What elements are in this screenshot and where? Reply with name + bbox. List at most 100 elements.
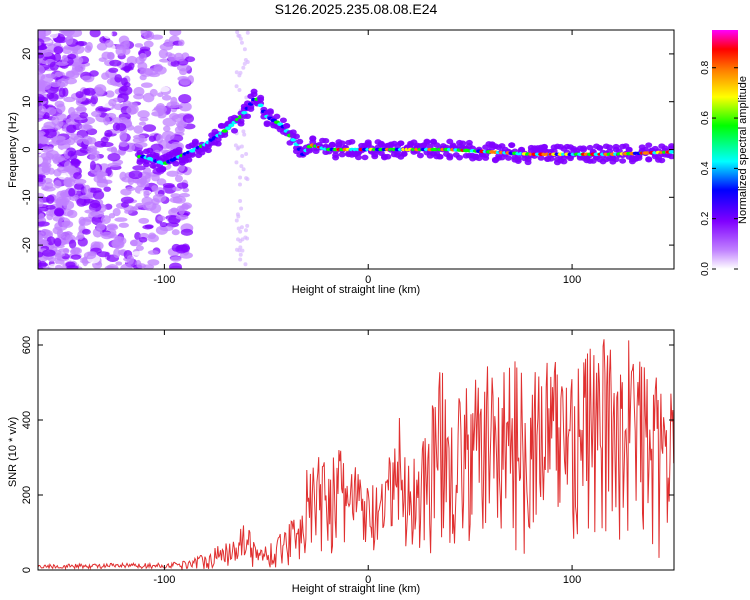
spectrogram-noise-cell xyxy=(242,61,247,66)
spectrogram-noise-cell xyxy=(89,160,96,171)
spectrogram-noise-cell xyxy=(42,177,53,184)
spectrogram-ridge-cell xyxy=(524,159,532,166)
spectrogram-noise-cell xyxy=(245,30,250,35)
spectrogram-noise-cell xyxy=(132,165,146,171)
spectrogram-noise-cell xyxy=(94,84,107,95)
spectrogram-noise-cell xyxy=(53,199,67,204)
spectrogram-noise-cell xyxy=(41,164,49,174)
spectrogram-noise-cell xyxy=(47,167,55,175)
spectrogram-noise-cell xyxy=(162,117,177,127)
spectrogram-noise-cell xyxy=(104,129,113,138)
spectrogram-noise-cell xyxy=(68,239,77,249)
spectrogram-noise-cell xyxy=(38,178,45,183)
spectrogram-noise-cell xyxy=(89,70,99,77)
spectrogram-noise-cell xyxy=(239,225,244,230)
spectrogram-noise-cell xyxy=(178,94,192,104)
spectrogram-ridge-cell xyxy=(423,139,431,146)
spectrogram-noise-cell xyxy=(179,252,193,259)
spectrogram-noise-cell xyxy=(96,222,106,231)
spectrogram-noise-cell xyxy=(38,266,44,269)
spectrogram-noise-cell xyxy=(133,134,146,140)
spectrogram-noise-cell xyxy=(40,146,54,153)
spectrogram-ridge-cell xyxy=(482,155,490,161)
spectrogram-noise-cell xyxy=(120,188,132,196)
spectrogram-noise-cell xyxy=(38,30,52,37)
spectrogram-noise-cell xyxy=(63,96,76,103)
spectrogram-noise-cell xyxy=(243,228,248,233)
spectrogram-noise-cell xyxy=(73,149,88,156)
spectrogram-noise-cell xyxy=(81,75,93,81)
snr-ytick-label: 400 xyxy=(21,411,33,429)
snr-xtick-label: 0 xyxy=(365,574,371,586)
spectrogram-noise-cell xyxy=(42,249,56,257)
spectrogram-noise-cell xyxy=(89,30,101,38)
spectrogram-ytick-label: -20 xyxy=(21,237,33,253)
spectrogram-noise-cell xyxy=(73,178,87,185)
spectrogram-noise-cell xyxy=(43,121,57,130)
spectrogram-noise-cell xyxy=(126,124,135,131)
spectrogram-noise-cell xyxy=(107,52,115,61)
spectrogram-noise-cell xyxy=(46,194,55,204)
spectrogram-noise-cell xyxy=(58,87,66,98)
spectrogram-noise-cell xyxy=(126,106,137,115)
spectrogram-noise-cell xyxy=(101,72,110,80)
spectrogram-ridge-cell xyxy=(459,140,467,147)
spectrogram-ridge-cell xyxy=(514,158,522,164)
spectrogram-ridge-cell xyxy=(338,151,346,158)
spectrogram-noise-cell xyxy=(115,261,123,266)
spectrogram-heatmap xyxy=(38,30,674,269)
spectrogram-noise-cell xyxy=(119,141,129,148)
spectrogram-ridge-cell xyxy=(214,140,222,147)
spectrogram-ridge-cell xyxy=(579,145,587,152)
spectrogram-noise-cell xyxy=(39,240,49,246)
spectrogram-noise-cell xyxy=(158,49,169,59)
spectrogram-noise-cell xyxy=(128,170,143,180)
spectrogram-ridge-cell xyxy=(537,155,545,161)
spectrogram-noise-cell xyxy=(56,190,66,199)
spectrogram-ridge-cell xyxy=(250,88,258,95)
spectrogram-noise-cell xyxy=(245,223,250,228)
spectrogram-ridge-cell xyxy=(185,157,193,163)
spectrogram-noise-cell xyxy=(57,233,66,239)
spectrogram-noise-cell xyxy=(112,122,121,131)
spectrogram-ridge-cell xyxy=(354,154,362,161)
spectrogram-noise-cell xyxy=(178,39,185,47)
spectrogram-xtick-label: -100 xyxy=(153,274,175,286)
spectrogram-noise-cell xyxy=(39,81,52,90)
spectrogram-noise-cell xyxy=(49,81,62,88)
spectrogram-noise-cell xyxy=(61,30,75,36)
spectrogram-ridge-cell xyxy=(400,151,408,157)
spectrogram-noise-cell xyxy=(150,143,164,153)
snr-xtick-label: 100 xyxy=(563,574,581,586)
spectrogram-noise-cell xyxy=(140,82,153,88)
spectrogram-noise-cell xyxy=(142,201,157,211)
colorbar-tick-label: 0.0 xyxy=(700,262,711,276)
spectrogram-ridge-cell xyxy=(397,140,405,147)
spectrogram-noise-cell xyxy=(134,232,142,241)
spectrogram-noise-cell xyxy=(166,101,180,109)
spectrogram-ridge-cell xyxy=(266,109,274,116)
spectrogram-ytick-label: 10 xyxy=(21,96,33,108)
spectrogram-noise-cell xyxy=(171,229,180,236)
spectrogram-noise-cell xyxy=(170,60,180,67)
spectrogram-noise-cell xyxy=(244,95,249,100)
spectrogram-noise-cell xyxy=(169,196,183,204)
spectrogram-noise-cell xyxy=(142,124,157,132)
spectrogram-ridge-cell xyxy=(560,158,568,165)
spectrogram-ridge-cell xyxy=(214,136,222,143)
colorbar-tick-label: 0.6 xyxy=(700,111,711,125)
spectrogram-noise-cell xyxy=(63,200,75,210)
spectrogram-noise-cell xyxy=(119,131,128,142)
spectrogram-noise-cell xyxy=(70,159,82,165)
spectrogram-ridge-cell xyxy=(273,113,281,120)
spectrogram-noise-cell xyxy=(118,85,133,96)
spectrogram-ridge-cell xyxy=(159,166,167,173)
spectrogram-noise-cell xyxy=(103,115,110,126)
spectrogram-ridge-cell xyxy=(231,127,239,134)
spectrogram-noise-cell xyxy=(161,94,172,101)
spectrogram-ytick-label: -10 xyxy=(21,189,33,205)
spectrogram-noise-cell xyxy=(147,259,160,266)
spectrogram-ridge-cell xyxy=(547,156,555,162)
